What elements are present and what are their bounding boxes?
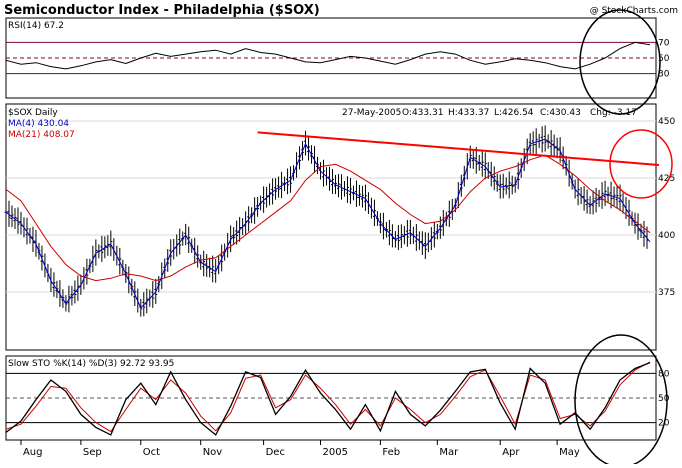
price-date: 27-May-2005: [342, 108, 401, 118]
stochastic-tick-label: 50: [658, 394, 670, 404]
x-axis-label: Oct: [143, 447, 160, 458]
x-axis-labels: Aug Sep Oct Nov Dec 2005 Feb Mar Apr May: [23, 447, 580, 458]
x-axis-label: Dec: [266, 447, 285, 458]
price-tick-label: 450: [658, 117, 675, 127]
ma4-line: [5, 138, 651, 309]
chart-title: Semiconductor Index - Philadelphia ($SOX…: [4, 3, 320, 18]
x-axis-label: Sep: [83, 447, 102, 458]
rsi-annotation-circle: [579, 9, 661, 115]
rsi-grid: [6, 41, 656, 75]
rsi-tick-labels: 70 50 30: [658, 38, 670, 79]
price-tick-label: 375: [658, 288, 675, 298]
copyright-text: @ StockCharts.com: [590, 6, 678, 16]
ma4-legend: MA(4) 430.04: [8, 119, 69, 129]
rsi-panel: RSI(14) 67.2 70 50 30: [5, 17, 670, 99]
stochastic-title: Slow STO %K(14) %D(3) 92.72 93.95: [8, 359, 174, 369]
price-tick-label: 425: [658, 174, 675, 184]
rsi-tick-label: 70: [658, 38, 670, 48]
rsi-title: RSI(14) 67.2: [8, 21, 64, 31]
x-axis-label: May: [559, 447, 580, 458]
x-axis-ticks: [20, 440, 558, 445]
price-open: O:433.31: [402, 108, 443, 118]
price-tick-label: 400: [658, 231, 675, 241]
price-title: $SOX Daily: [8, 108, 58, 118]
resistance-trendline: [257, 131, 660, 167]
price-panel-frame: [5, 103, 657, 351]
price-low: L:426.54: [494, 108, 534, 118]
x-axis-label: Apr: [502, 447, 520, 458]
rsi-line: [5, 41, 651, 70]
stochastic-k-line: [5, 362, 651, 436]
price-close: C:430.43: [540, 108, 581, 118]
price-grid: [6, 120, 656, 293]
x-axis-label: Feb: [382, 447, 400, 458]
rsi-tick-label: 50: [658, 54, 670, 64]
price-high: H:433.37: [448, 108, 489, 118]
x-axis-label: Aug: [23, 447, 43, 458]
ma21-legend: MA(21) 408.07: [8, 130, 75, 140]
x-axis-label: Nov: [203, 447, 223, 458]
price-annotation-circle: [609, 129, 673, 199]
stochastic-grid: [6, 372, 656, 424]
price-panel: $SOX Daily MA(4) 430.04 MA(21) 408.07 27…: [4, 103, 675, 351]
rsi-tick-label: 30: [658, 70, 670, 80]
price-tick-labels: 375 400 425 450: [658, 117, 675, 298]
x-axis-label: 2005: [323, 447, 348, 458]
x-axis-label: Mar: [439, 447, 459, 458]
